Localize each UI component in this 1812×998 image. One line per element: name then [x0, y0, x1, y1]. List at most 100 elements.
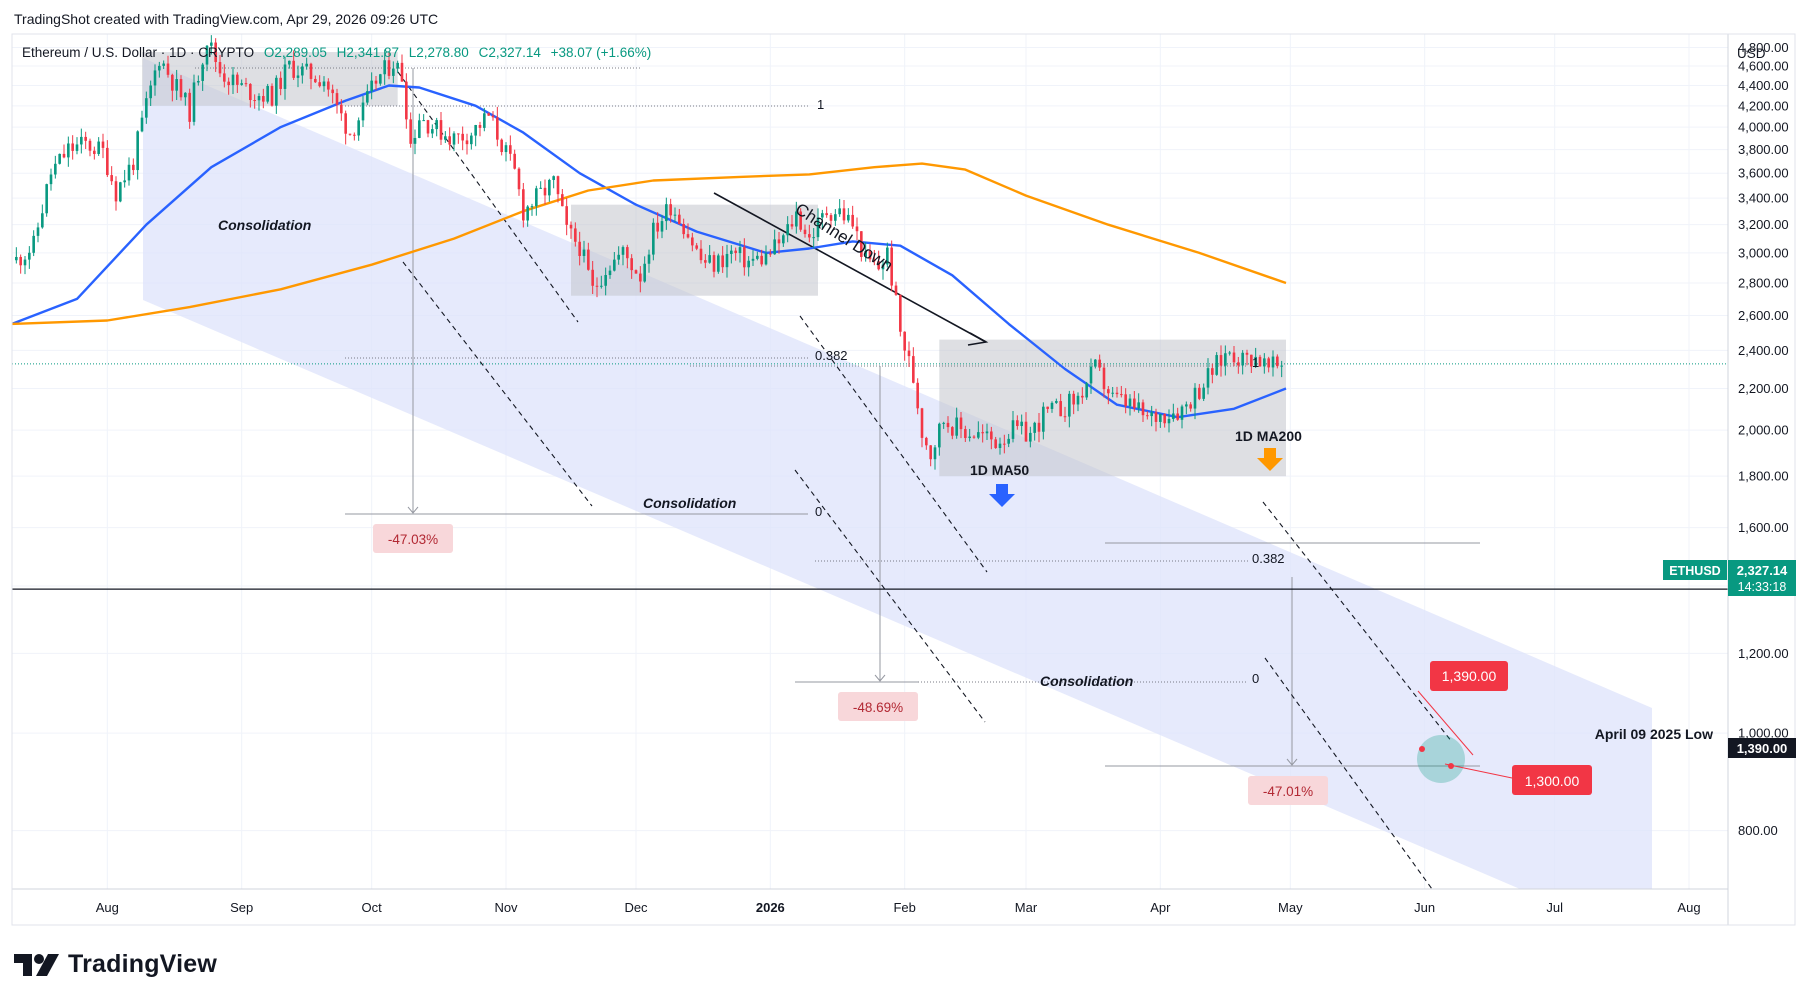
x-tick-label: Sep [230, 900, 253, 915]
candle-body [288, 60, 291, 65]
candle-body [621, 247, 625, 255]
candle-body [600, 285, 603, 287]
candle-body [786, 224, 789, 236]
candle [903, 331, 906, 361]
candle [292, 50, 295, 80]
candle [54, 155, 57, 179]
brand-footer: TradingView [14, 950, 217, 979]
candle [920, 407, 924, 448]
candle [656, 212, 659, 239]
candle [84, 131, 87, 150]
candle [457, 133, 460, 144]
fib-level-0: 0 [1252, 671, 1259, 686]
channel-arrow-head [967, 332, 989, 346]
legend-low: L2,278.80 [409, 45, 469, 60]
candle-body [1124, 394, 1127, 407]
candle-body [803, 229, 807, 235]
candle-body [392, 68, 395, 76]
candle [201, 62, 204, 91]
candle-body [45, 184, 48, 214]
x-tick-label: Aug [96, 900, 119, 915]
candle [916, 378, 919, 415]
candle-body [431, 129, 434, 134]
candle-body [500, 139, 503, 153]
candle-body [1189, 404, 1192, 409]
candle [955, 407, 958, 439]
candle [158, 61, 161, 78]
candle-body [491, 115, 495, 118]
candle-body [296, 75, 300, 78]
candle-body [591, 269, 594, 286]
candle [977, 421, 980, 440]
candle-body [825, 213, 828, 216]
candle-body [855, 226, 859, 232]
candle-body [223, 73, 226, 82]
candle [834, 209, 837, 226]
candle-body [994, 439, 997, 449]
candle [439, 112, 443, 145]
candle [786, 216, 789, 243]
candle [1128, 394, 1132, 416]
candle [244, 77, 248, 87]
candle [1046, 406, 1049, 413]
candle-body [1215, 355, 1218, 375]
candle [647, 249, 651, 273]
candle-body [158, 65, 161, 71]
candle [829, 212, 833, 228]
candle [1219, 345, 1223, 377]
candle-body [942, 422, 945, 424]
candle [1241, 350, 1244, 375]
candle [777, 231, 781, 254]
candle-body [262, 96, 265, 102]
candle-body [322, 81, 326, 87]
candle-body [1258, 356, 1262, 367]
candle [123, 169, 126, 188]
candle-body [799, 211, 802, 230]
svg-text:1,300.00: 1,300.00 [1525, 773, 1580, 789]
candle [951, 426, 954, 440]
annotations [989, 448, 1465, 783]
candle-body [244, 83, 248, 85]
candle-body [699, 248, 703, 261]
candle-body [738, 247, 742, 254]
candle-body [318, 82, 321, 87]
candle [851, 205, 854, 229]
candle [23, 256, 27, 275]
candle [1193, 383, 1197, 420]
candle [1280, 360, 1283, 378]
candle [994, 436, 997, 449]
candle [513, 149, 516, 170]
candle [1180, 404, 1184, 429]
candle-body [1154, 412, 1158, 422]
ma50-arrow-icon [989, 484, 1015, 507]
candle [1154, 408, 1158, 432]
candle-body [951, 427, 954, 436]
candle [1137, 393, 1140, 413]
candle [483, 107, 486, 132]
candle-body [231, 74, 235, 86]
candle [704, 254, 707, 269]
x-tick-label: Jun [1414, 900, 1435, 915]
candle-body [773, 239, 776, 255]
y-tick-label: 1,800.00 [1738, 469, 1789, 484]
candle [249, 83, 252, 108]
candle [539, 181, 542, 189]
currency-label[interactable]: USD [1737, 46, 1766, 61]
candle-body [656, 222, 659, 232]
candle [964, 425, 967, 442]
candle [197, 75, 200, 86]
candle [613, 251, 616, 272]
candle [1042, 402, 1045, 440]
candle-body [279, 77, 282, 89]
candle-body [175, 79, 178, 91]
candle-body [366, 91, 369, 103]
candle-body [782, 235, 785, 244]
candle-body [136, 131, 139, 171]
y-tick-label: 3,800.00 [1738, 142, 1789, 157]
candle-body [1037, 422, 1041, 432]
candle [569, 221, 573, 239]
candle [15, 247, 18, 264]
candle-body [877, 261, 880, 270]
candle [1007, 433, 1010, 448]
